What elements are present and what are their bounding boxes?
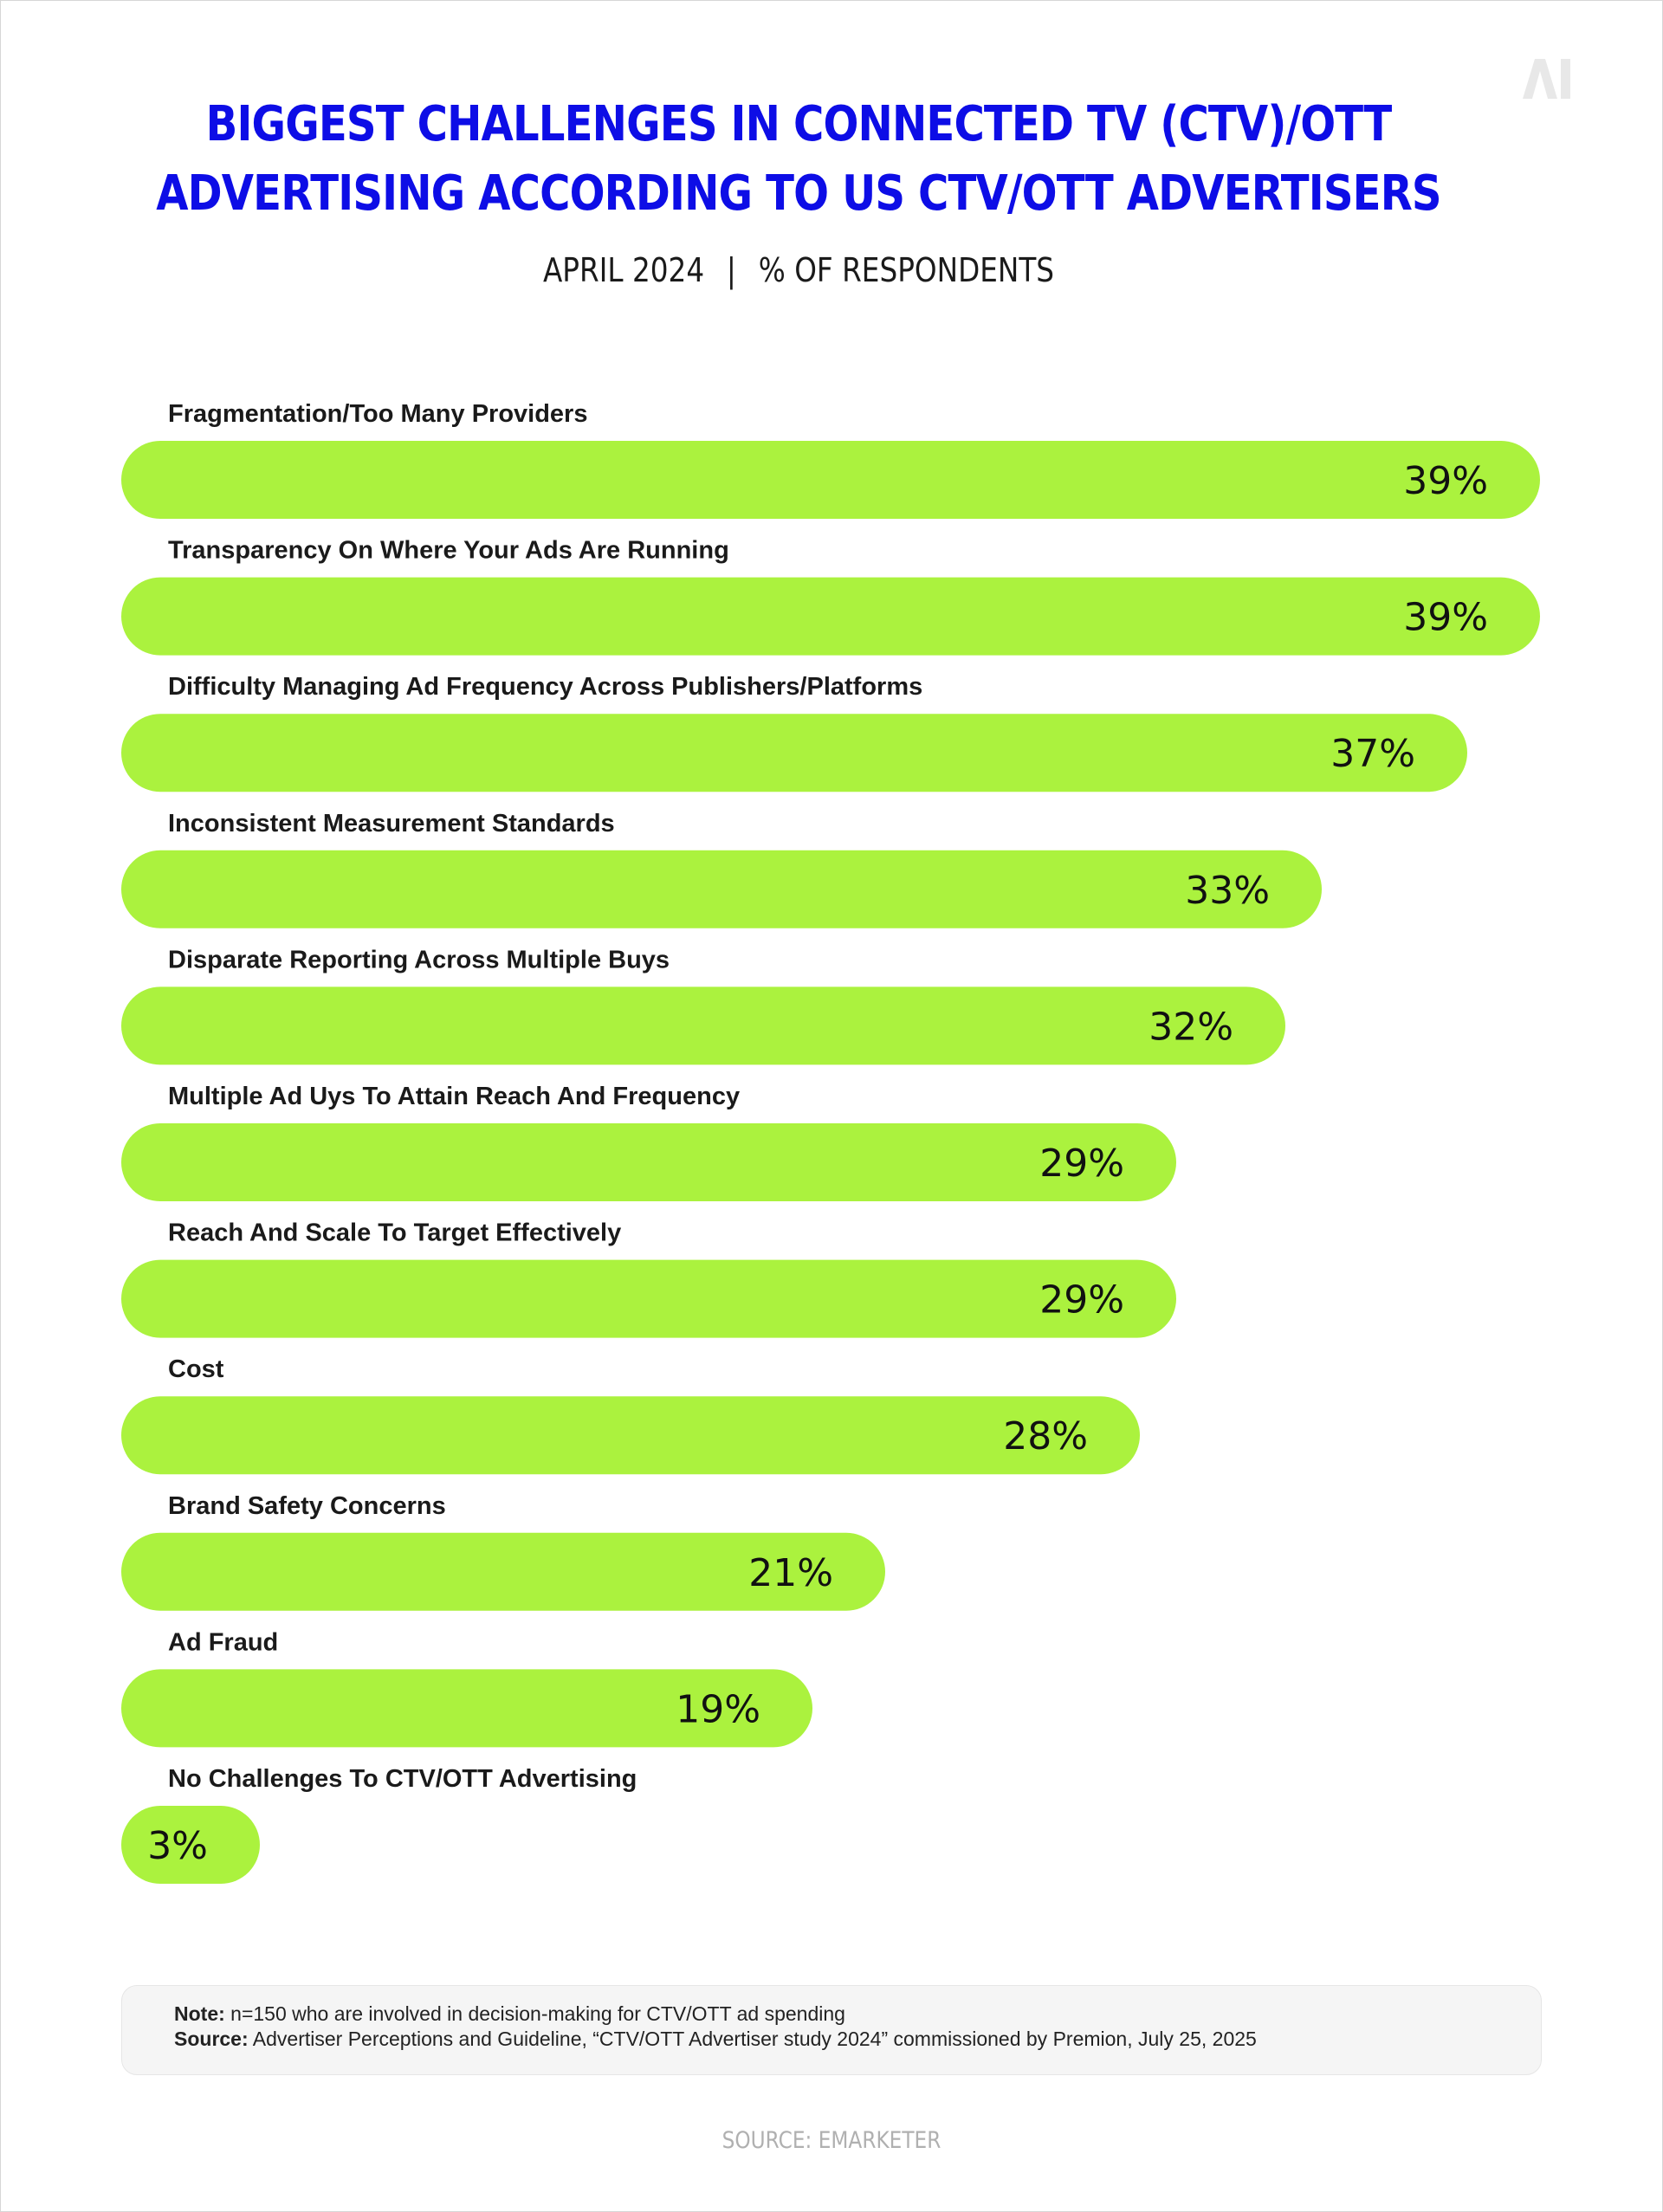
- bar-value-label: 3%: [147, 1824, 208, 1868]
- bar: [121, 1669, 812, 1748]
- bar-category-label: Multiple Ad Uys To Attain Reach And Freq…: [168, 1083, 740, 1110]
- bar-value-label: 39%: [1403, 459, 1488, 503]
- bar-category-label: Brand Safety Concerns: [168, 1492, 446, 1520]
- bar-group: Difficulty Managing Ad Frequency Across …: [121, 673, 1467, 792]
- bar-value-label: 21%: [748, 1551, 833, 1595]
- bar-value-label: 37%: [1330, 732, 1415, 776]
- bar-value-label: 39%: [1403, 596, 1488, 640]
- bar: [121, 441, 1540, 519]
- bar: [121, 1259, 1176, 1338]
- bar-value-label: 19%: [676, 1687, 760, 1731]
- bar-value-label: 32%: [1149, 1005, 1233, 1049]
- footer-source: SOURCE: EMARKETER: [721, 2127, 942, 2154]
- bar: [121, 1806, 260, 1884]
- source-text: Advertiser Perceptions and Guideline, “C…: [252, 2028, 1257, 2050]
- note-line: Note: n=150 who are involved in decision…: [174, 2002, 1541, 2027]
- note-box: Note: n=150 who are involved in decision…: [121, 1985, 1542, 2075]
- bar-group: Cost 28%: [121, 1355, 1140, 1475]
- bar-group: Inconsistent Measurement Standards 33%: [121, 810, 1322, 928]
- bar: [121, 986, 1285, 1065]
- bar-group: Transparency On Where Your Ads Are Runni…: [121, 537, 1540, 656]
- bar-category-label: Inconsistent Measurement Standards: [168, 810, 615, 838]
- bar: [121, 850, 1322, 928]
- bar-value-label: 29%: [1039, 1142, 1124, 1186]
- subtitle-separator: |: [726, 251, 736, 289]
- bar-group: Fragmentation/Too Many Providers 39%: [121, 400, 1540, 519]
- note-label: Note:: [174, 2002, 225, 2025]
- bar-category-label: Transparency On Where Your Ads Are Runni…: [168, 537, 729, 565]
- subtitle-unit: % OF RESPONDENTS: [758, 251, 1055, 289]
- bar: [121, 577, 1540, 656]
- bar-value-label: 28%: [1003, 1414, 1088, 1458]
- chart-title-line-2: ADVERTISING ACCORDING TO US CTV/OTT ADVE…: [156, 165, 1441, 222]
- brand-logo-icon: AI: [1523, 59, 1570, 99]
- bar-category-label: Reach And Scale To Target Effectively: [168, 1219, 621, 1247]
- bar-group: Disparate Reporting Across Multiple Buys…: [121, 946, 1285, 1065]
- bar-group: Ad Fraud 19%: [121, 1628, 812, 1748]
- subtitle-date: APRIL 2024: [542, 251, 705, 289]
- bar-value-label: 33%: [1185, 869, 1270, 913]
- bar-group: Multiple Ad Uys To Attain Reach And Freq…: [121, 1083, 1176, 1201]
- chart-subtitle: APRIL 2024 | % OF RESPONDENTS: [112, 243, 1485, 298]
- bar-category-label: Difficulty Managing Ad Frequency Across …: [168, 673, 922, 701]
- bar-category-label: No Challenges To CTV/OTT Advertising: [168, 1765, 637, 1793]
- bar-category-label: Ad Fraud: [168, 1628, 278, 1656]
- bar-group: Brand Safety Concerns 21%: [121, 1492, 885, 1611]
- chart-title-line-1: BIGGEST CHALLENGES IN CONNECTED TV (CTV)…: [205, 96, 1393, 152]
- bar-category-label: Disparate Reporting Across Multiple Buys: [168, 946, 670, 973]
- bar-category-label: Fragmentation/Too Many Providers: [168, 400, 587, 428]
- source-label: Source:: [174, 2028, 249, 2050]
- note-text: n=150 who are involved in decision-makin…: [230, 2002, 845, 2025]
- bar: [121, 714, 1467, 792]
- bar-chart: Fragmentation/Too Many Providers 39% Trans…: [121, 400, 1540, 1884]
- bar: [121, 1396, 1140, 1475]
- source-line: Source: Advertiser Perceptions and Guide…: [174, 2027, 1541, 2052]
- bar-group: Reach And Scale To Target Effectively 29%: [121, 1219, 1176, 1338]
- bar-category-label: Cost: [168, 1355, 224, 1383]
- bar-group: No Challenges To CTV/OTT Advertising 3%: [121, 1765, 637, 1884]
- bar: [121, 1123, 1176, 1201]
- bar-value-label: 29%: [1039, 1278, 1124, 1323]
- chart-title: BIGGEST CHALLENGES IN CONNECTED TV (CTV)…: [112, 90, 1485, 229]
- bar: [121, 1532, 885, 1611]
